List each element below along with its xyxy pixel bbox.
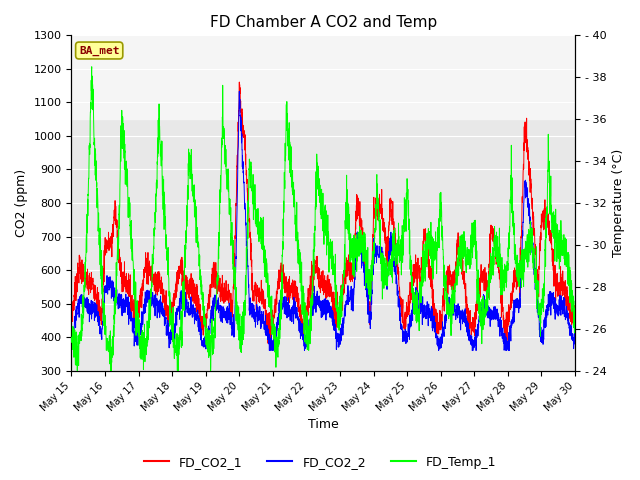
X-axis label: Time: Time [308, 419, 339, 432]
Legend: FD_CO2_1, FD_CO2_2, FD_Temp_1: FD_CO2_1, FD_CO2_2, FD_Temp_1 [139, 451, 501, 474]
Bar [72, 36, 575, 119]
Y-axis label: CO2 (ppm): CO2 (ppm) [15, 169, 28, 237]
Y-axis label: Temperature (°C): Temperature (°C) [612, 149, 625, 257]
Title: FD Chamber A CO2 and Temp: FD Chamber A CO2 and Temp [209, 15, 437, 30]
Text: BA_met: BA_met [79, 46, 120, 56]
